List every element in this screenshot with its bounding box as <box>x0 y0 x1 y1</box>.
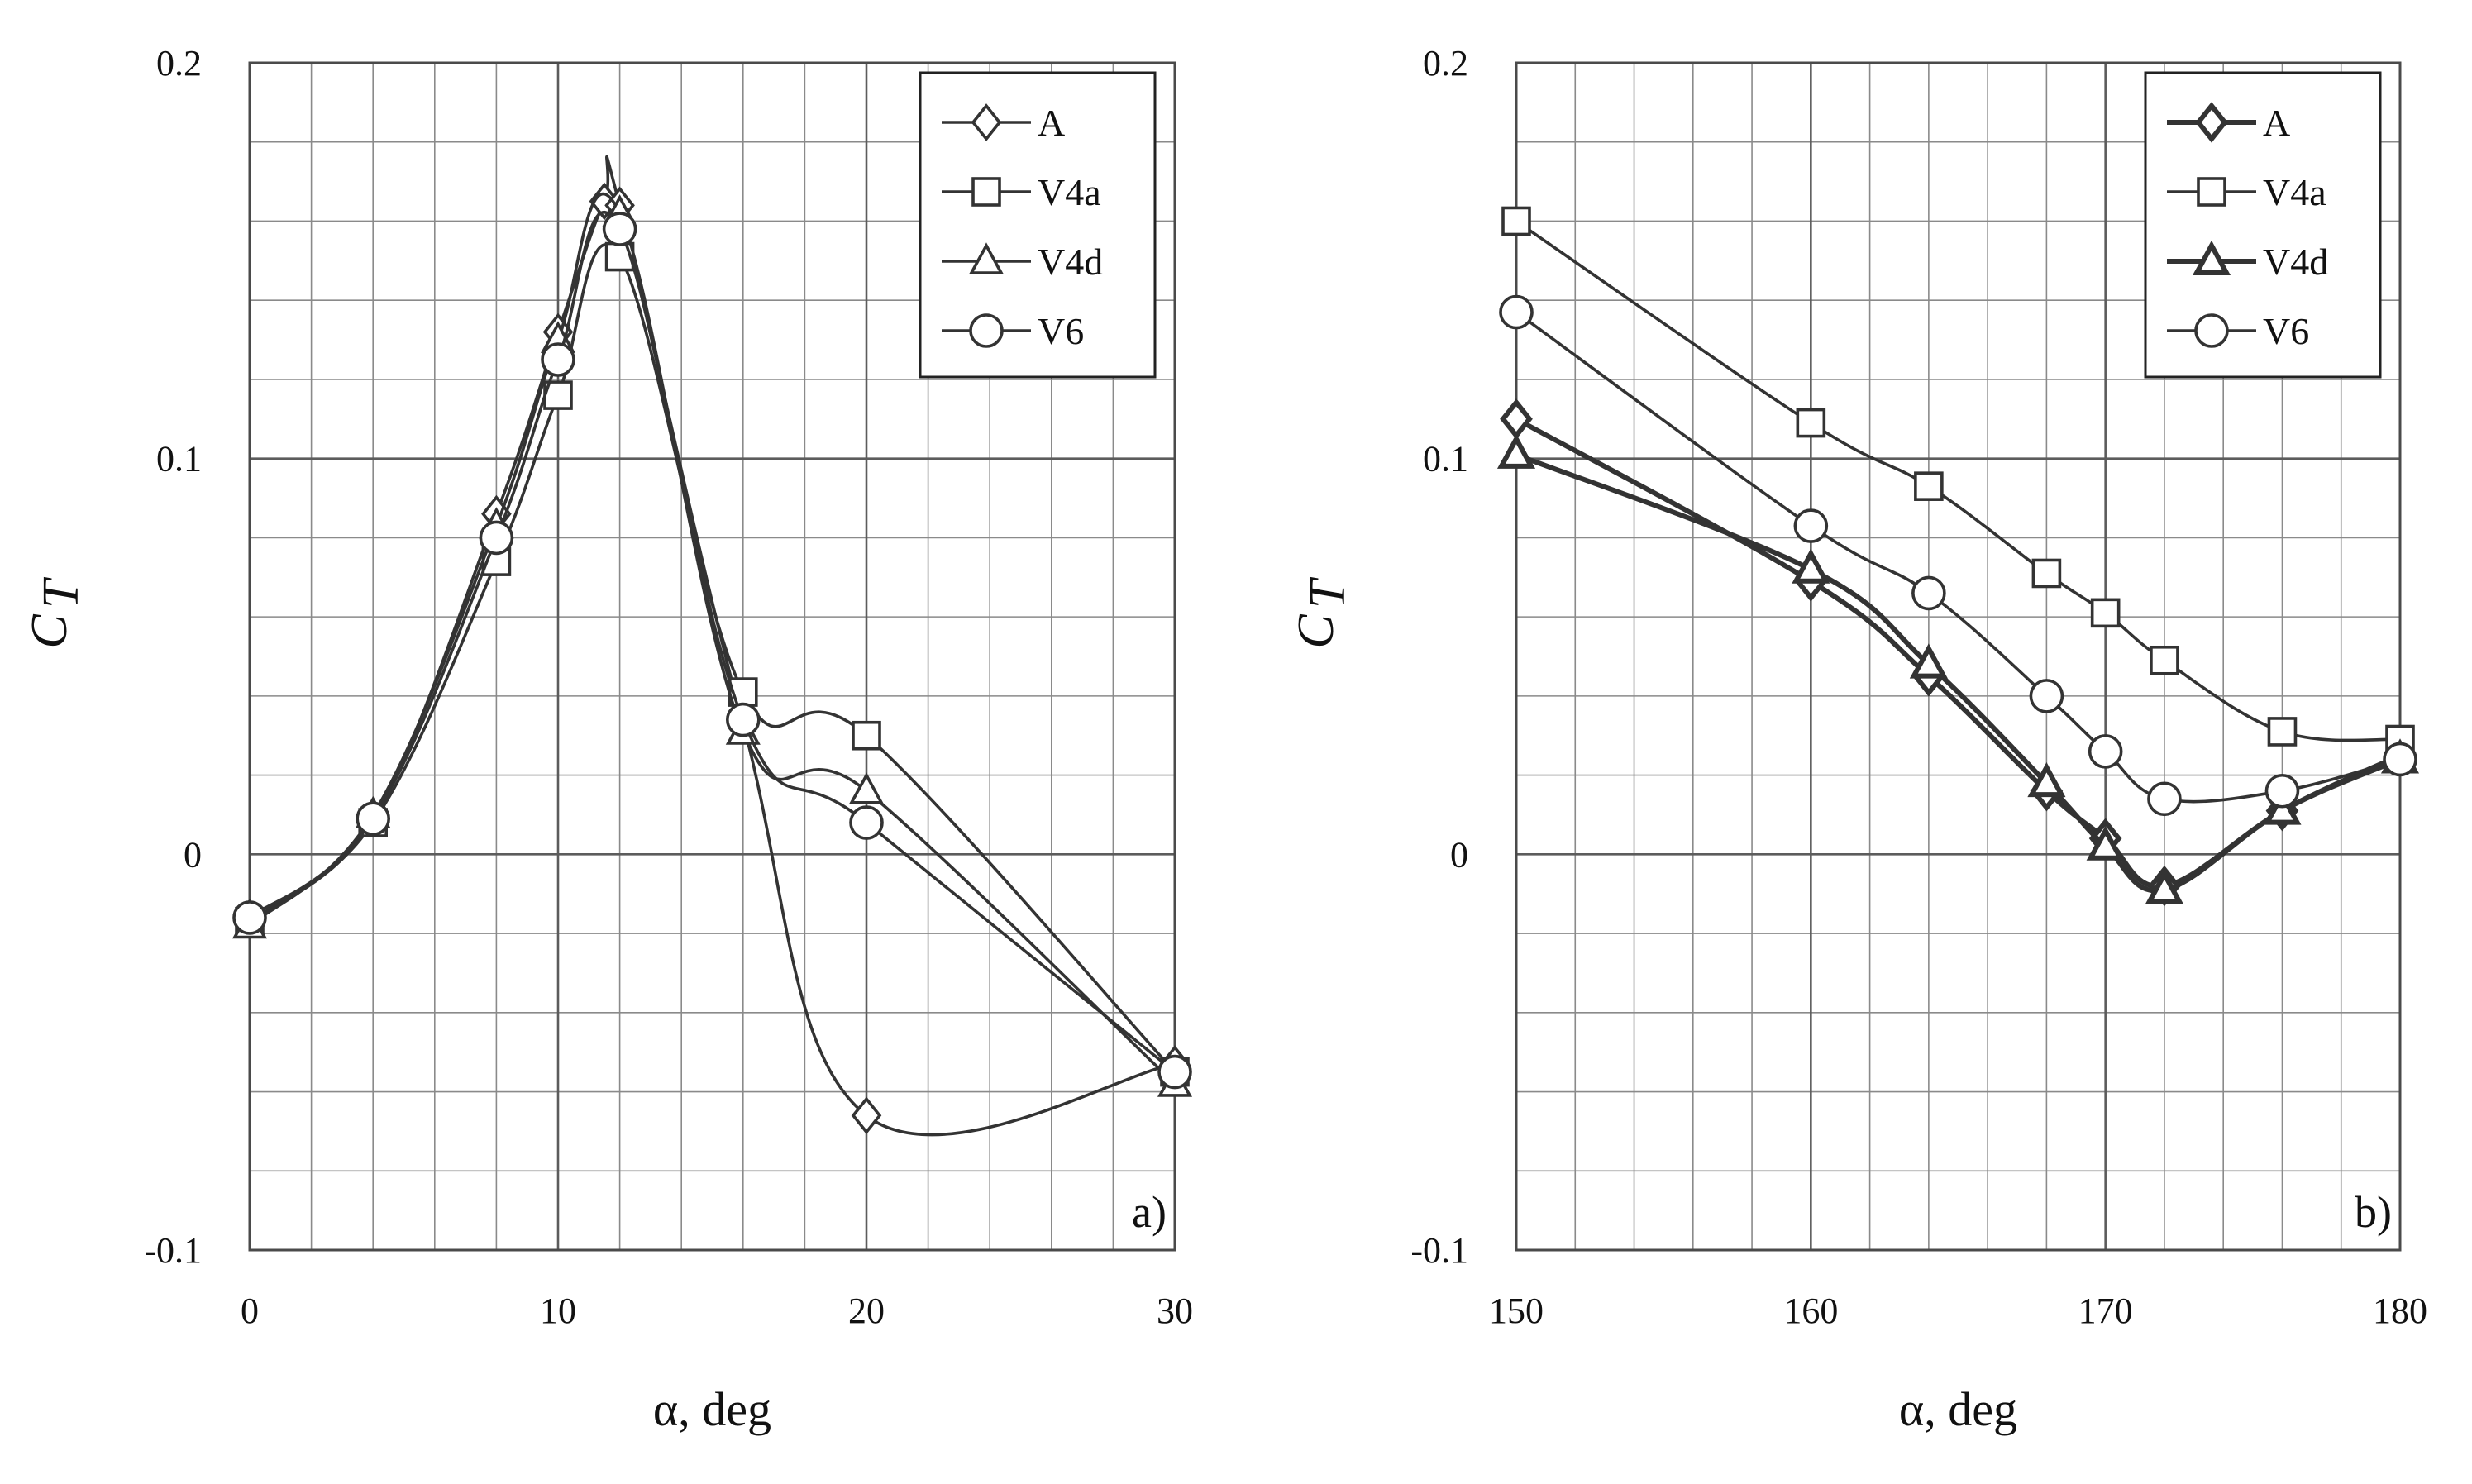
data-point-v4a <box>852 720 881 751</box>
y-axis-title: CT <box>1288 576 1356 649</box>
x-tick-label: 10 <box>540 1291 576 1331</box>
y-axis-title-subscript: T <box>33 576 89 608</box>
legend-label: V4a <box>2263 171 2326 213</box>
x-tick-label: 180 <box>2373 1291 2427 1331</box>
legend-label: V6 <box>1038 310 1084 352</box>
data-point-v6 <box>1157 1054 1192 1090</box>
data-point-v6 <box>2088 734 2123 769</box>
data-point-v6 <box>232 900 267 935</box>
legend-entry-v4a: V4a <box>2167 171 2326 213</box>
y-tick-label: 0.2 <box>1423 43 1468 84</box>
legend-marker-a <box>971 103 1002 141</box>
y-tick-label: 0 <box>1450 834 1468 875</box>
legend-entry-v6: V6 <box>942 310 1084 352</box>
data-point-v6 <box>356 801 391 837</box>
legend-marker-v4a <box>971 177 1001 207</box>
legend-marker-v6 <box>969 313 1004 348</box>
legend-marker-v4d <box>968 242 1005 274</box>
data-point-v4d <box>1909 643 1948 679</box>
data-point-v4d <box>1792 548 1830 584</box>
data-point-v6 <box>1911 575 1946 611</box>
legend-marker-a <box>2195 102 2228 143</box>
data-point-v4d <box>2145 869 2183 904</box>
data-point-v6 <box>602 212 637 246</box>
legend: A V4a V4d V6 <box>2144 71 2382 379</box>
legend-entry-v4a: V4a <box>942 171 1101 213</box>
legend-entry-a: A <box>942 102 1065 144</box>
data-point-v6 <box>1499 294 1534 330</box>
y-axis-title: CT <box>21 576 89 649</box>
data-point-v4a <box>1914 471 1944 501</box>
legend-marker-v4a <box>2197 177 2226 207</box>
data-point-v6 <box>2383 742 2417 777</box>
y-axis-title-subscript: T <box>1300 576 1356 608</box>
legend-entry-v6: V6 <box>2167 310 2309 352</box>
x-tick-label: 20 <box>848 1291 885 1331</box>
data-point-v4a <box>2150 645 2179 675</box>
data-point-v4d <box>1496 433 1536 469</box>
x-tick-label: 0 <box>241 1291 259 1331</box>
data-point-v6 <box>2029 679 2064 713</box>
data-point-v6 <box>2264 773 2300 809</box>
x-tick-label: 30 <box>1157 1291 1193 1331</box>
panel-label: a) <box>1132 1187 1167 1237</box>
y-tick-label: -0.1 <box>144 1230 202 1271</box>
data-point-v4a <box>1501 206 1531 236</box>
x-axis-title: α, deg <box>653 1382 771 1436</box>
y-tick-label: -0.1 <box>1410 1230 1468 1271</box>
series-v6 <box>1499 294 2417 817</box>
x-tick-label: 150 <box>1489 1291 1544 1331</box>
data-point-v4a <box>2090 598 2121 628</box>
data-point-v6 <box>725 702 761 737</box>
y-axis-title-main: C <box>21 614 78 649</box>
data-point-v6 <box>479 520 514 556</box>
data-point-v4a <box>2031 558 2062 589</box>
y-tick-label: 0.1 <box>1423 439 1468 480</box>
legend-entry-v4d: V4d <box>2167 240 2328 283</box>
y-axis-title-main: C <box>1288 614 1344 649</box>
data-point-v6 <box>849 805 884 840</box>
legend-label: V4a <box>1038 171 1101 213</box>
data-point-v4d <box>2086 825 2125 861</box>
data-point-v6 <box>541 342 575 377</box>
data-point-v4d <box>848 771 885 804</box>
data-point-v6 <box>2147 781 2182 817</box>
legend-label: V4d <box>2263 241 2328 283</box>
legend-label: A <box>1038 102 1065 144</box>
series-v6 <box>232 211 1192 1090</box>
x-tick-label: 160 <box>1783 1291 1838 1331</box>
data-point-a <box>851 1096 882 1135</box>
legend-label: A <box>2263 102 2290 144</box>
legend-entry-v4d: V4d <box>942 241 1103 283</box>
legend-marker-v4d <box>2192 240 2231 275</box>
y-tick-label: 0.2 <box>156 43 202 84</box>
legend-entry-a: A <box>2167 102 2290 144</box>
legend-marker-v6 <box>2194 313 2229 348</box>
data-point-v4a <box>2267 717 2298 747</box>
x-tick-label: 170 <box>2078 1291 2133 1331</box>
legend: A V4a V4d V6 <box>919 71 1157 379</box>
y-tick-label: 0 <box>184 834 202 875</box>
data-point-v4d <box>2027 761 2066 798</box>
panel-b: 150 160 170 180-0.100.10.2α, degCTb)AV4aV4d… <box>1288 43 2427 1436</box>
y-tick-label: 0.1 <box>156 439 202 480</box>
plot-frame <box>1515 61 2402 1252</box>
plot-frame <box>248 61 1176 1252</box>
series-v4a <box>1501 206 2415 755</box>
legend-label: V6 <box>2263 310 2309 352</box>
data-point-v4d <box>2263 790 2302 825</box>
data-point-v6 <box>1793 508 1829 543</box>
panel-label: b) <box>2355 1187 2392 1237</box>
x-axis-title: α, deg <box>1899 1382 2017 1436</box>
legend-label: V4d <box>1038 241 1103 283</box>
data-point-v4a <box>1796 408 1826 438</box>
